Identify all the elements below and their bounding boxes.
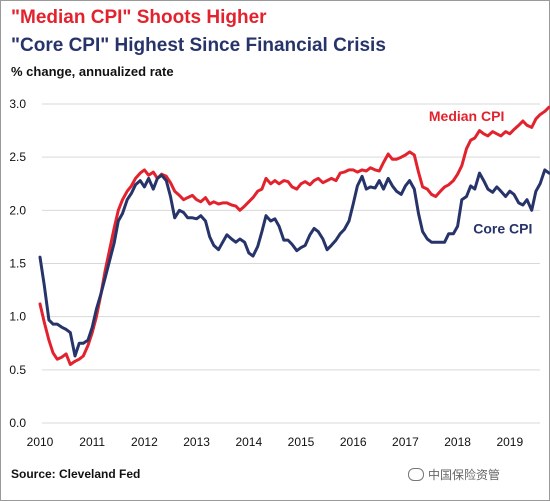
gridlines [42, 103, 540, 424]
y-tick-label: 1.0 [9, 310, 26, 324]
y-tick-label: 2.5 [9, 150, 26, 164]
core-cpi-label: Core CPI [473, 221, 532, 237]
series-lines [38, 105, 550, 366]
x-tick-label: 2017 [392, 435, 419, 449]
series-labels: Median CPI Core CPI [429, 108, 532, 237]
chart-subtitle: % change, annualized rate [11, 64, 174, 79]
x-tick-label: 2018 [444, 435, 471, 449]
watermark: 中国保险资管 [408, 466, 500, 483]
x-tick-label: 2016 [340, 435, 367, 449]
y-tick-label: 3.0 [9, 97, 26, 111]
chart-title-core: "Core CPI" Highest Since Financial Crisi… [11, 35, 386, 56]
x-axis-ticks: 2010 2011 2012 2013 2014 2015 2016 2017 2018 2019 [27, 435, 524, 449]
x-tick-label: 2013 [183, 435, 210, 449]
wechat-icon [408, 468, 424, 481]
x-tick-label: 2011 [79, 435, 105, 449]
x-tick-label: 2014 [235, 435, 262, 449]
x-tick-label: 2010 [27, 435, 54, 449]
y-tick-label: 2.0 [9, 203, 26, 217]
median-cpi-label: Median CPI [429, 108, 504, 124]
median-cpi-line [38, 105, 550, 366]
core-cpi-line [38, 168, 550, 358]
source-note: Source: Cleveland Fed [11, 467, 141, 481]
y-axis-ticks: 0.0 0.5 1.0 1.5 2.0 2.5 3.0 [9, 97, 26, 430]
y-tick-label: 0.0 [9, 416, 26, 430]
chart-title-median: "Median CPI" Shoots Higher [11, 7, 267, 28]
watermark-text: 中国保险资管 [428, 468, 501, 482]
y-tick-label: 1.5 [9, 257, 26, 271]
x-tick-label: 2019 [496, 435, 523, 449]
y-tick-label: 0.5 [9, 363, 26, 377]
x-tick-label: 2015 [288, 435, 315, 449]
x-tick-label: 2012 [131, 435, 158, 449]
